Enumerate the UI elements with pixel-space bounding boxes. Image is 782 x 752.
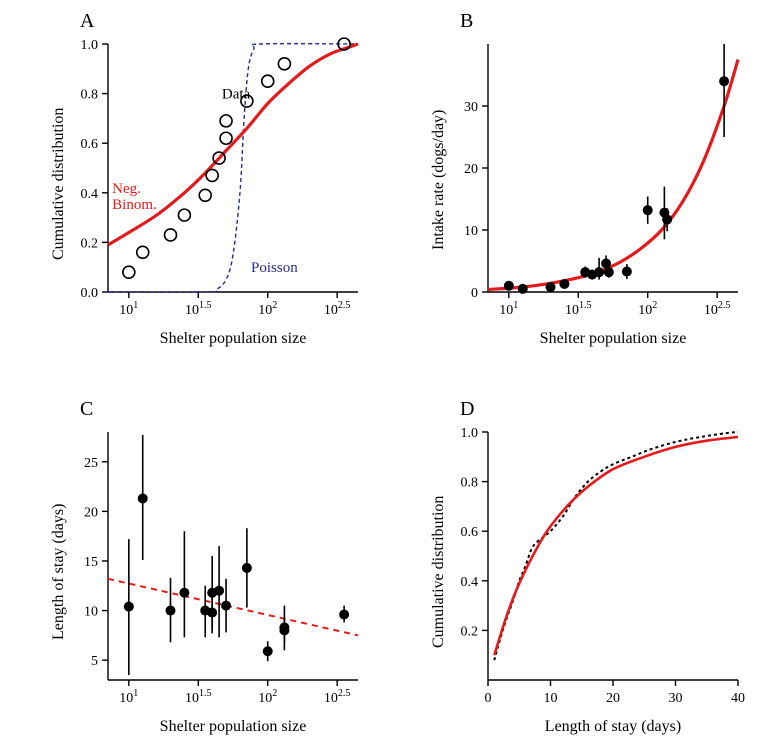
- chart-d-svg: 0 10 20 30 40 0.2 0.4 0.6 0.8 1.0: [0, 0, 780, 748]
- svg-text:0.4: 0.4: [461, 575, 479, 590]
- ylabel-d: Cumulative distribution: [430, 496, 448, 648]
- svg-text:30: 30: [669, 691, 683, 706]
- svg-text:0.6: 0.6: [461, 525, 479, 540]
- panel-d: 0 10 20 30 40 0.2 0.4 0.6 0.8 1.0 Cumulative dist…: [0, 0, 780, 748]
- svg-text:40: 40: [731, 691, 745, 706]
- figure-root: A B C D 101101.5102102.50.00.20.40.60.81…: [0, 0, 782, 752]
- svg-text:0.8: 0.8: [461, 476, 479, 491]
- svg-text:0.2: 0.2: [461, 624, 479, 639]
- svg-text:10: 10: [544, 691, 558, 706]
- xlabel-d: Length of stay (days): [488, 718, 738, 736]
- model-curve: [494, 437, 738, 655]
- svg-text:1.0: 1.0: [461, 426, 479, 441]
- svg-text:20: 20: [606, 691, 620, 706]
- svg-text:0: 0: [485, 691, 492, 706]
